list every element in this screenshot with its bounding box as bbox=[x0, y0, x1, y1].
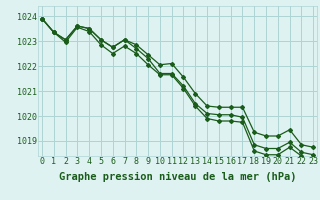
X-axis label: Graphe pression niveau de la mer (hPa): Graphe pression niveau de la mer (hPa) bbox=[59, 172, 296, 182]
